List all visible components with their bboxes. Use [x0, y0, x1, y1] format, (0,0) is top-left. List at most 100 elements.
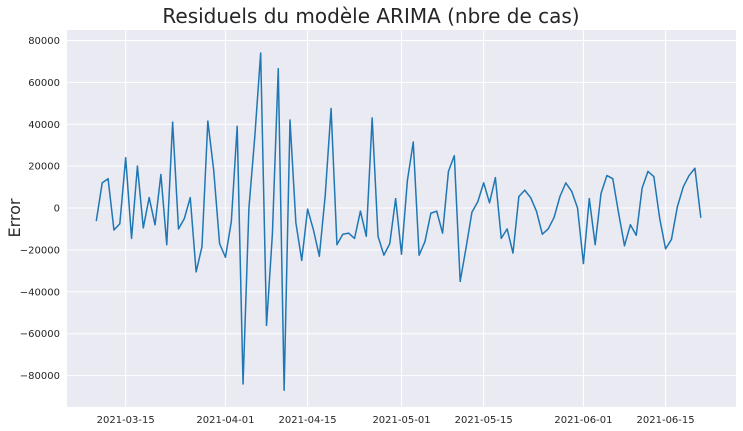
- data-point: [664, 248, 667, 250]
- data-point: [488, 202, 491, 204]
- data-point: [154, 224, 156, 226]
- data-point: [682, 186, 684, 188]
- residuals-series-line: [95, 52, 702, 391]
- data-point: [160, 173, 162, 176]
- y-tick-label: −20000: [20, 245, 60, 256]
- x-tick-label: 2021-03-15: [97, 415, 155, 426]
- data-point: [694, 167, 696, 169]
- y-tick-label: 40000: [28, 120, 60, 131]
- data-point: [453, 155, 455, 157]
- data-point: [395, 198, 397, 200]
- data-point: [371, 117, 373, 119]
- data-point: [653, 176, 655, 178]
- data-point: [254, 136, 256, 138]
- data-point: [483, 182, 485, 184]
- data-point: [101, 182, 103, 184]
- data-point: [353, 237, 356, 239]
- data-point: [412, 141, 414, 143]
- data-point: [248, 207, 250, 209]
- data-point: [670, 238, 673, 241]
- data-point: [688, 174, 690, 177]
- data-point: [107, 178, 109, 180]
- data-point: [183, 217, 185, 220]
- data-point: [142, 227, 144, 229]
- data-point: [571, 190, 573, 192]
- data-point: [424, 240, 426, 243]
- data-point: [594, 244, 596, 246]
- data-point: [500, 237, 502, 239]
- data-point: [430, 212, 432, 214]
- data-point: [359, 210, 362, 212]
- data-point: [271, 233, 273, 235]
- data-point: [260, 52, 262, 54]
- data-point: [518, 195, 520, 198]
- data-point: [201, 246, 203, 248]
- data-point: [436, 210, 438, 212]
- data-point: [130, 237, 133, 239]
- data-point: [166, 244, 168, 246]
- data-point: [459, 280, 461, 282]
- data-point: [218, 243, 221, 245]
- data-point: [700, 216, 702, 219]
- data-point: [477, 201, 479, 203]
- data-point: [535, 210, 538, 212]
- data-point: [600, 192, 602, 194]
- data-point: [136, 165, 139, 167]
- data-point: [342, 233, 344, 235]
- data-point: [307, 208, 309, 210]
- y-tick-label: −60000: [20, 329, 60, 340]
- data-point: [383, 254, 385, 256]
- data-point: [312, 229, 315, 231]
- x-tick-label: 2021-05-01: [372, 415, 430, 426]
- data-point: [623, 245, 626, 247]
- data-point: [113, 229, 115, 231]
- data-point: [582, 262, 585, 265]
- data-point: [148, 196, 150, 199]
- data-point: [676, 206, 678, 208]
- data-point: [295, 222, 297, 224]
- data-point: [189, 196, 191, 199]
- y-tick-labels: −80000 −60000 −40000 −20000 0 20000 40000 60000…: [20, 36, 60, 382]
- x-gridlines: [125, 30, 667, 407]
- data-point: [213, 169, 215, 171]
- x-tick-labels: 2021-03-15 2021-04-01 2021-04-15 2021-05-01…: [97, 415, 695, 426]
- data-point: [530, 196, 532, 199]
- x-tick-label: 2021-05-15: [455, 415, 513, 426]
- x-tick-label: 2021-04-15: [279, 415, 337, 426]
- data-point: [647, 170, 649, 172]
- data-point: [659, 217, 661, 220]
- data-point: [553, 216, 555, 219]
- data-point: [418, 254, 420, 256]
- y-tick-label: −40000: [20, 287, 60, 298]
- data-point: [641, 187, 643, 189]
- y-tick-label: −80000: [20, 371, 60, 382]
- data-point: [541, 233, 543, 235]
- data-point: [324, 194, 326, 197]
- data-points: [95, 52, 702, 391]
- data-point: [224, 256, 227, 258]
- y-axis-label: Error: [5, 198, 24, 237]
- data-point: [242, 383, 244, 385]
- data-point: [289, 119, 291, 121]
- x-tick-label: 2021-04-01: [196, 415, 254, 426]
- y-tick-label: 20000: [28, 162, 60, 173]
- data-point: [471, 211, 473, 213]
- data-point: [465, 247, 467, 249]
- chart-title: Residuels du modèle ARIMA (nbre de cas): [162, 4, 579, 28]
- data-point: [230, 221, 232, 223]
- data-point: [447, 170, 450, 172]
- y-tick-label: 80000: [28, 36, 60, 47]
- y-tick-label: 0: [54, 204, 60, 215]
- data-point: [265, 324, 268, 326]
- data-point: [606, 174, 608, 177]
- data-point: [565, 182, 567, 184]
- data-point: [330, 107, 332, 110]
- data-point: [119, 223, 121, 225]
- data-point: [612, 178, 614, 180]
- data-point: [283, 389, 285, 391]
- x-tick-label: 2021-06-01: [554, 415, 612, 426]
- data-point: [318, 255, 320, 257]
- data-point: [441, 232, 444, 234]
- data-point: [576, 207, 579, 209]
